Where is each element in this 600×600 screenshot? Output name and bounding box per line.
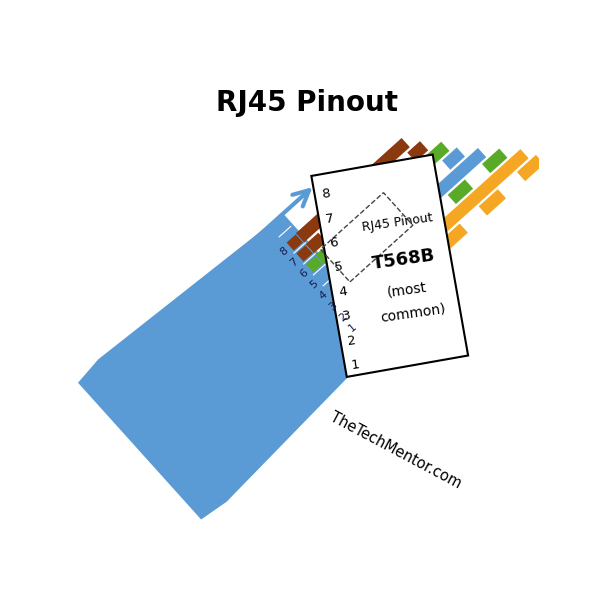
Polygon shape — [413, 174, 436, 196]
Polygon shape — [356, 187, 377, 208]
Polygon shape — [345, 299, 362, 316]
Polygon shape — [479, 189, 506, 215]
Text: 8: 8 — [278, 245, 290, 258]
Polygon shape — [306, 256, 322, 272]
Text: 2: 2 — [337, 311, 349, 323]
Text: TheTechMentor.com: TheTechMentor.com — [328, 410, 464, 492]
Polygon shape — [355, 149, 529, 308]
Polygon shape — [382, 164, 403, 185]
Polygon shape — [280, 227, 378, 334]
Polygon shape — [316, 267, 332, 283]
Text: 6: 6 — [298, 268, 310, 280]
Text: RJ45 Pinout: RJ45 Pinout — [361, 212, 433, 235]
Text: 3: 3 — [342, 309, 352, 323]
Text: 5: 5 — [308, 278, 320, 290]
Polygon shape — [383, 200, 406, 223]
Text: common): common) — [380, 302, 446, 325]
Polygon shape — [344, 149, 508, 297]
Polygon shape — [326, 278, 342, 294]
Text: 7: 7 — [288, 257, 300, 269]
Polygon shape — [355, 310, 371, 327]
Text: 1: 1 — [350, 358, 361, 372]
Text: 6: 6 — [329, 236, 339, 250]
Text: 7: 7 — [325, 212, 335, 226]
Polygon shape — [407, 141, 428, 162]
Polygon shape — [355, 226, 377, 249]
Polygon shape — [296, 245, 313, 262]
Polygon shape — [442, 148, 465, 170]
Text: 5: 5 — [334, 260, 344, 274]
Text: 1: 1 — [347, 322, 359, 334]
Text: 4: 4 — [317, 289, 329, 301]
Polygon shape — [440, 224, 468, 250]
Polygon shape — [413, 211, 439, 235]
Polygon shape — [325, 253, 348, 275]
Polygon shape — [448, 179, 473, 204]
Polygon shape — [305, 233, 326, 253]
Polygon shape — [364, 155, 544, 319]
Polygon shape — [296, 138, 410, 242]
Polygon shape — [335, 289, 352, 305]
Polygon shape — [364, 292, 392, 319]
Polygon shape — [482, 149, 508, 173]
Polygon shape — [305, 141, 428, 253]
Polygon shape — [517, 155, 544, 181]
Text: 2: 2 — [346, 334, 356, 347]
Polygon shape — [78, 214, 391, 520]
Polygon shape — [379, 241, 404, 266]
Polygon shape — [316, 142, 449, 264]
Polygon shape — [403, 258, 430, 284]
Polygon shape — [331, 210, 352, 230]
Text: RJ45 Pinout: RJ45 Pinout — [217, 89, 398, 117]
Polygon shape — [325, 148, 465, 275]
Text: T568B: T568B — [371, 246, 436, 272]
Polygon shape — [287, 235, 303, 251]
Polygon shape — [335, 148, 486, 286]
Text: 4: 4 — [338, 285, 348, 299]
Text: (most: (most — [386, 280, 427, 299]
Polygon shape — [311, 155, 468, 377]
Text: 8: 8 — [320, 187, 331, 201]
Text: 3: 3 — [328, 300, 339, 312]
Polygon shape — [344, 272, 370, 297]
